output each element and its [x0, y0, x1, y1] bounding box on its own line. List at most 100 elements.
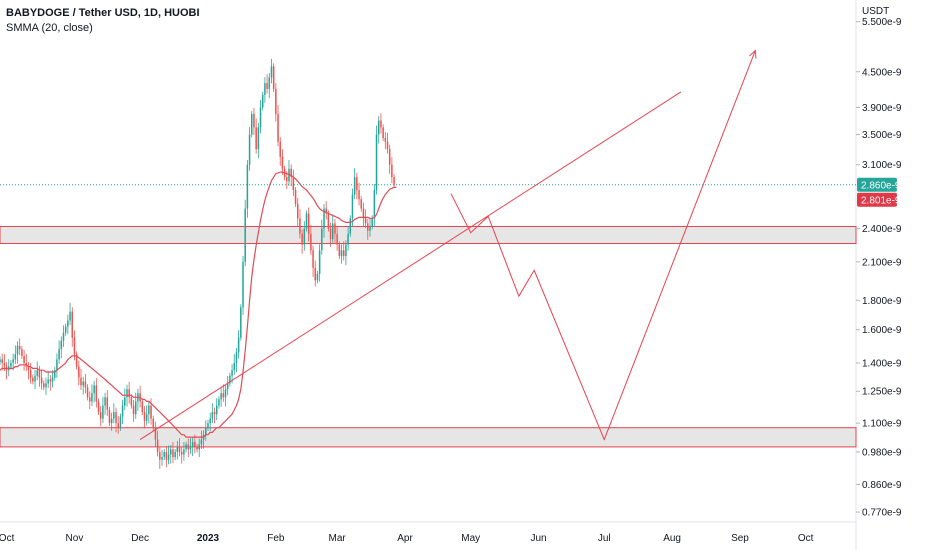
candle [242, 255, 244, 315]
last-price-badge: 2.860e-9 [857, 177, 901, 192]
candle [312, 245, 314, 278]
candle [49, 375, 52, 391]
candle [104, 392, 106, 415]
candle [34, 369, 36, 390]
candle [386, 132, 389, 154]
candle [375, 125, 378, 195]
candle [301, 229, 303, 254]
grid [0, 0, 857, 550]
candle [281, 149, 284, 175]
candle [369, 219, 371, 237]
candle [43, 380, 45, 391]
candle [145, 405, 148, 426]
candle [14, 345, 17, 364]
price-tick-label: 1.250e-9 [862, 387, 902, 398]
candle [32, 374, 34, 385]
candle [38, 365, 41, 387]
time-axis[interactable]: Oct Nov Dec 2023 Feb Mar Apr May Jun Jul Aug Sep Oct [0, 533, 814, 544]
candle [18, 338, 21, 356]
candle [233, 354, 236, 375]
candle [360, 196, 362, 212]
candle [198, 438, 200, 458]
chart-legend[interactable]: BABYDOGE / Tether USD, 1D, HUOBI SMMA (2… [6, 6, 200, 36]
candle [88, 391, 91, 410]
candle [7, 359, 10, 377]
trendline[interactable] [139, 91, 682, 440]
candle [108, 406, 111, 427]
time-tick-label: Mar [329, 533, 347, 544]
candle [78, 360, 80, 386]
symbol-title[interactable]: BABYDOGE / Tether USD, 1D, HUOBI [6, 7, 200, 19]
candle [367, 218, 369, 240]
candle [102, 396, 104, 424]
time-tick-label: Feb [267, 533, 285, 544]
candle [56, 353, 58, 378]
time-tick-label: Jun [530, 533, 546, 544]
candle [358, 182, 360, 206]
candle [124, 388, 126, 411]
support-zone[interactable] [0, 427, 857, 448]
candle [220, 387, 222, 407]
candle [345, 240, 347, 266]
price-axis[interactable]: 5.500e-9 4.500e-9 3.900e-9 3.500e-9 3.100e-9… [856, 17, 902, 519]
price-unit: USDT [862, 6, 890, 17]
candle [161, 449, 163, 466]
candle [185, 441, 187, 453]
candle [246, 160, 249, 218]
price-tick-label: 3.500e-9 [862, 130, 902, 141]
candle [205, 420, 207, 441]
candle [310, 224, 312, 255]
candle [364, 209, 367, 228]
projection-path[interactable] [450, 50, 756, 441]
candle [261, 91, 264, 111]
candle [148, 401, 150, 424]
candle [259, 100, 262, 134]
candle [253, 108, 255, 136]
price-tick-label: 3.100e-9 [862, 160, 902, 171]
candle [244, 199, 246, 267]
time-tick-label: Dec [131, 533, 149, 544]
candle [382, 124, 384, 142]
candle [174, 448, 176, 461]
smma-value-badge: 2.801e-9 [857, 192, 901, 207]
candle [321, 219, 323, 255]
candle [128, 381, 130, 404]
candle [95, 377, 98, 408]
price-tick-label: 3.900e-9 [862, 103, 902, 114]
candle [169, 444, 172, 464]
time-tick-label: Oct [0, 533, 15, 544]
candle [141, 398, 144, 416]
candle [132, 399, 135, 422]
price-tick-label: 1.400e-9 [862, 358, 902, 369]
candle [180, 447, 183, 464]
candle [93, 380, 95, 403]
candle [110, 412, 113, 431]
support-zone[interactable] [0, 225, 857, 245]
candle [349, 215, 352, 237]
candle [115, 407, 117, 433]
candle [154, 421, 157, 448]
indicator-label[interactable]: SMMA (20, close) [6, 22, 93, 34]
candle [60, 336, 63, 359]
drawings [139, 49, 757, 441]
candle [71, 307, 74, 347]
candle [84, 374, 87, 394]
candle [393, 174, 395, 188]
price-tick-label: 2.100e-9 [862, 257, 902, 268]
candle [391, 157, 393, 184]
candle [229, 372, 231, 387]
svg-text:2.860e-9: 2.860e-9 [861, 180, 901, 191]
price-tick-label: 4.500e-9 [862, 67, 902, 78]
candle [235, 348, 238, 373]
price-tick-label: 2.400e-9 [862, 224, 902, 235]
candle [152, 415, 155, 431]
projection-arrowhead [749, 49, 757, 59]
candle [388, 144, 391, 174]
time-tick-label: Nov [66, 533, 84, 544]
candle [191, 437, 194, 457]
candle [316, 271, 319, 284]
candle [270, 58, 273, 84]
candle [347, 226, 349, 251]
candle [187, 438, 190, 458]
